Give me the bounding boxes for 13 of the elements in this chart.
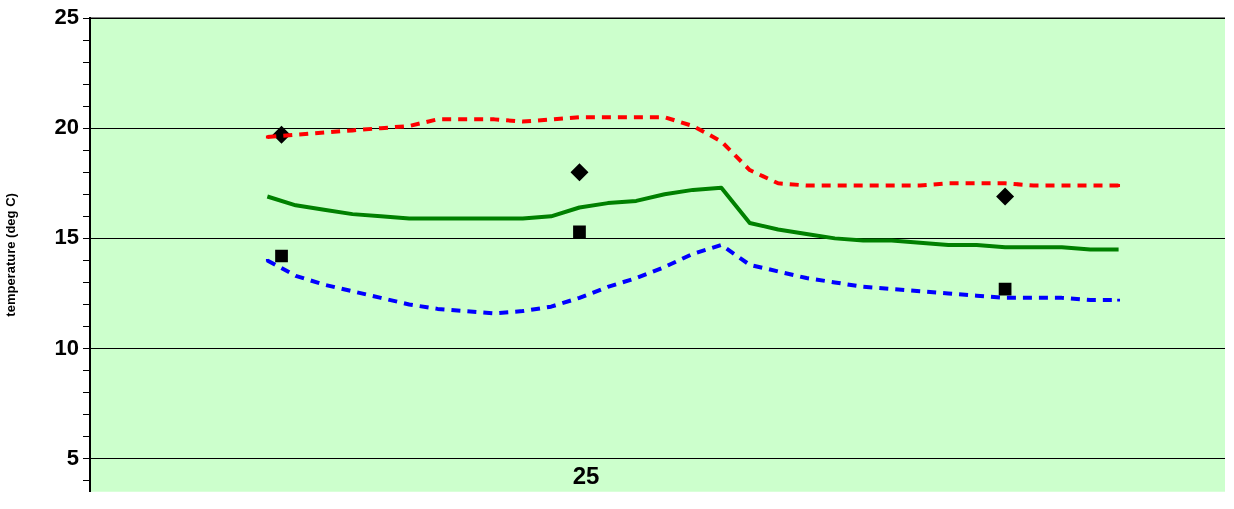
y-tick-label: 5 xyxy=(66,444,79,470)
y-tick-label: 15 xyxy=(54,224,79,250)
line-series xyxy=(265,115,1121,188)
point xyxy=(570,163,589,182)
point xyxy=(996,187,1015,206)
point xyxy=(265,259,269,262)
point xyxy=(275,249,288,263)
annotation: 25 xyxy=(572,462,600,490)
point xyxy=(573,225,586,239)
y-axis-title: temperature (deg C) xyxy=(3,193,19,317)
y-tick-label: 10 xyxy=(54,334,79,360)
y-tick-label: 20 xyxy=(54,114,79,140)
y-tick-label: 25 xyxy=(54,4,79,30)
